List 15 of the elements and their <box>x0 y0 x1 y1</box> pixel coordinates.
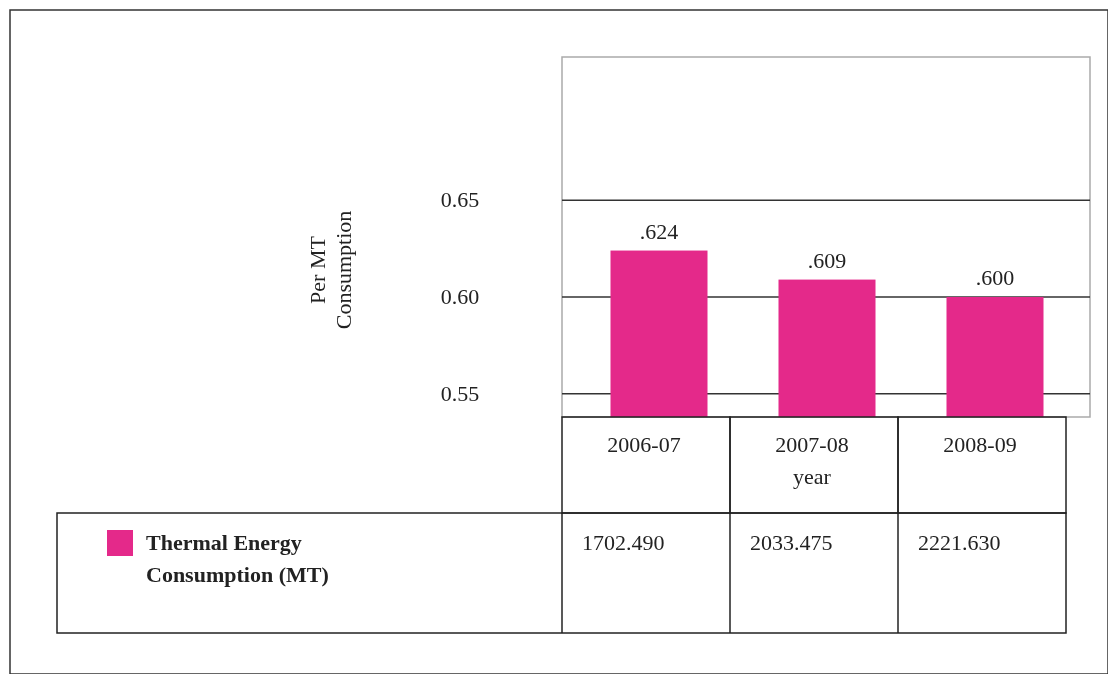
text: 2033.475 <box>750 530 833 555</box>
data-label: .600 <box>975 265 1015 290</box>
legend-label: Thermal Energy Consumption (MT) <box>146 530 329 587</box>
y-tick-label: 0.60 <box>440 284 480 309</box>
data-label: .609 <box>807 247 847 273</box>
x-tick-label: 2007-08 <box>775 432 849 457</box>
text: 1702.490 <box>582 530 665 555</box>
y-tick-label: 0.55 <box>440 380 480 406</box>
y-tick-label: 0.65 <box>440 187 480 213</box>
data-label: .624 <box>639 218 679 244</box>
x-axis-title: year <box>793 464 832 489</box>
x-tick-label: 2006-07 <box>607 432 681 457</box>
text: 2221.630 <box>918 530 1001 555</box>
y-axis-title: Per MT Consumption <box>305 210 356 330</box>
x-tick-label: 2008-09 <box>943 432 1017 457</box>
